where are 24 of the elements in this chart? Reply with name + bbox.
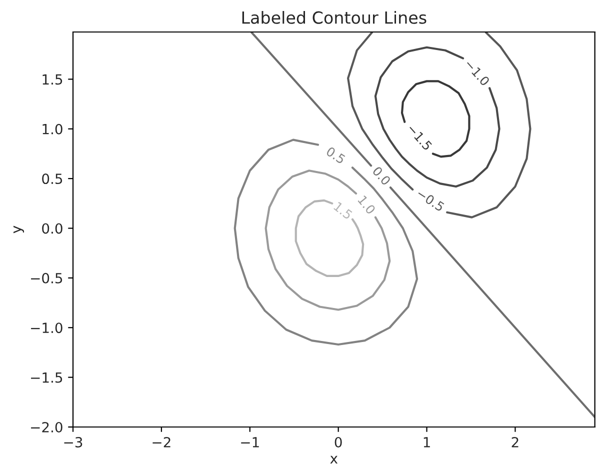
y-tick-label: −1.5 (31, 372, 62, 383)
y-tick-label: 0.0 (42, 223, 62, 234)
text: 1.5 (333, 202, 353, 220)
x-tick-label: 2 (512, 436, 518, 448)
y-tick-label: 1.0 (42, 124, 62, 134)
text: 0.5 (326, 146, 346, 164)
y-tick-label: −2.0 (31, 422, 62, 432)
x-tick-label: −3 (64, 436, 82, 448)
x-tick-label: 1 (424, 437, 430, 448)
line-series (446, 32, 532, 218)
line-series (374, 46, 500, 188)
y-axis-title: y (14, 226, 24, 234)
y-tick-label: −0.5 (31, 272, 62, 284)
y-tick-label: 0.5 (42, 174, 62, 184)
x-tick-label: −1 (241, 437, 259, 448)
x-tick-label: −2 (152, 436, 170, 448)
text: 1.0 (358, 195, 376, 215)
y-tick-label: −1.0 (31, 322, 62, 334)
y-tick-label: 1.5 (42, 74, 62, 85)
text: 0.0 (372, 166, 392, 186)
x-tick-label: 0 (334, 436, 342, 448)
text: −0.5 (416, 188, 445, 212)
x-axis-title: x (330, 456, 338, 464)
chart-title: Labeled Contour Lines (242, 11, 426, 24)
